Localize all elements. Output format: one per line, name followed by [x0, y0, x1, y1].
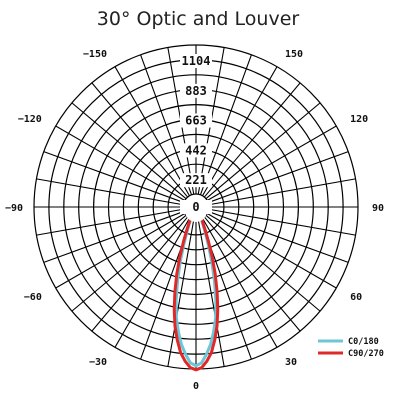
angle-tick-label: −90 [5, 203, 23, 214]
legend: C0/180 C90/270 [318, 337, 384, 359]
angle-tick-label: 90 [372, 203, 384, 214]
radial-tick-label: 663 [185, 114, 207, 128]
radial-tick-label: 0 [192, 200, 199, 214]
radial-tick-label: 1104 [182, 54, 211, 68]
intensity-curves [172, 217, 220, 372]
grid-ring [152, 163, 240, 251]
angle-tick-labels: 0 30 60 90 120 150 −30 −60 −90 −120 −150 [5, 49, 384, 392]
radial-label-bg [180, 83, 212, 98]
radial-tick-label: 883 [185, 84, 207, 98]
grid-ring [63, 74, 329, 340]
legend-label: C0/180 [348, 337, 379, 347]
angle-tick-label: 150 [285, 49, 303, 60]
radial-tick-labels: 0 221 442 663 883 1104 [180, 54, 212, 222]
radial-label-bg [180, 143, 212, 158]
angle-tick-label: −120 [18, 114, 42, 125]
radial-label-bg [180, 173, 212, 188]
chart-title: 30° Optic and Louver [96, 8, 300, 30]
grid-ring [92, 103, 300, 311]
series-curve-1 [172, 217, 220, 372]
radial-tick-label: 442 [185, 143, 207, 157]
legend-label: C90/270 [348, 349, 384, 359]
grid-ring [122, 133, 270, 281]
radial-label-bg [180, 200, 212, 214]
angle-tick-label: −30 [89, 357, 107, 368]
angle-tick-label: 30 [285, 357, 297, 368]
angle-tick-label: 60 [350, 292, 362, 303]
radial-label-bg [180, 54, 212, 68]
angle-tick-label: 120 [350, 114, 368, 125]
radial-label-bg [180, 113, 212, 128]
angle-tick-label: −60 [24, 292, 42, 303]
radial-tick-label: 221 [185, 173, 207, 187]
angle-tick-label: 0 [193, 381, 199, 392]
angle-tick-label: −150 [83, 49, 107, 60]
